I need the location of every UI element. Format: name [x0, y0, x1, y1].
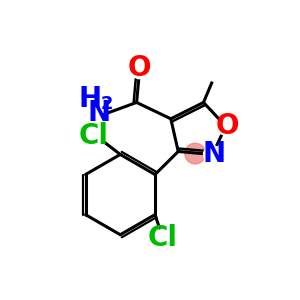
Circle shape [185, 143, 206, 164]
Text: O: O [215, 112, 239, 140]
Text: N: N [88, 99, 111, 127]
Text: 2: 2 [101, 95, 113, 113]
Circle shape [206, 149, 220, 162]
Text: Cl: Cl [148, 224, 178, 251]
Text: Cl: Cl [79, 122, 109, 150]
Text: O: O [128, 54, 151, 82]
Circle shape [217, 117, 235, 135]
Circle shape [131, 61, 148, 79]
Text: N: N [202, 140, 226, 169]
Circle shape [203, 146, 221, 164]
Circle shape [208, 67, 223, 82]
Text: H: H [79, 85, 102, 113]
